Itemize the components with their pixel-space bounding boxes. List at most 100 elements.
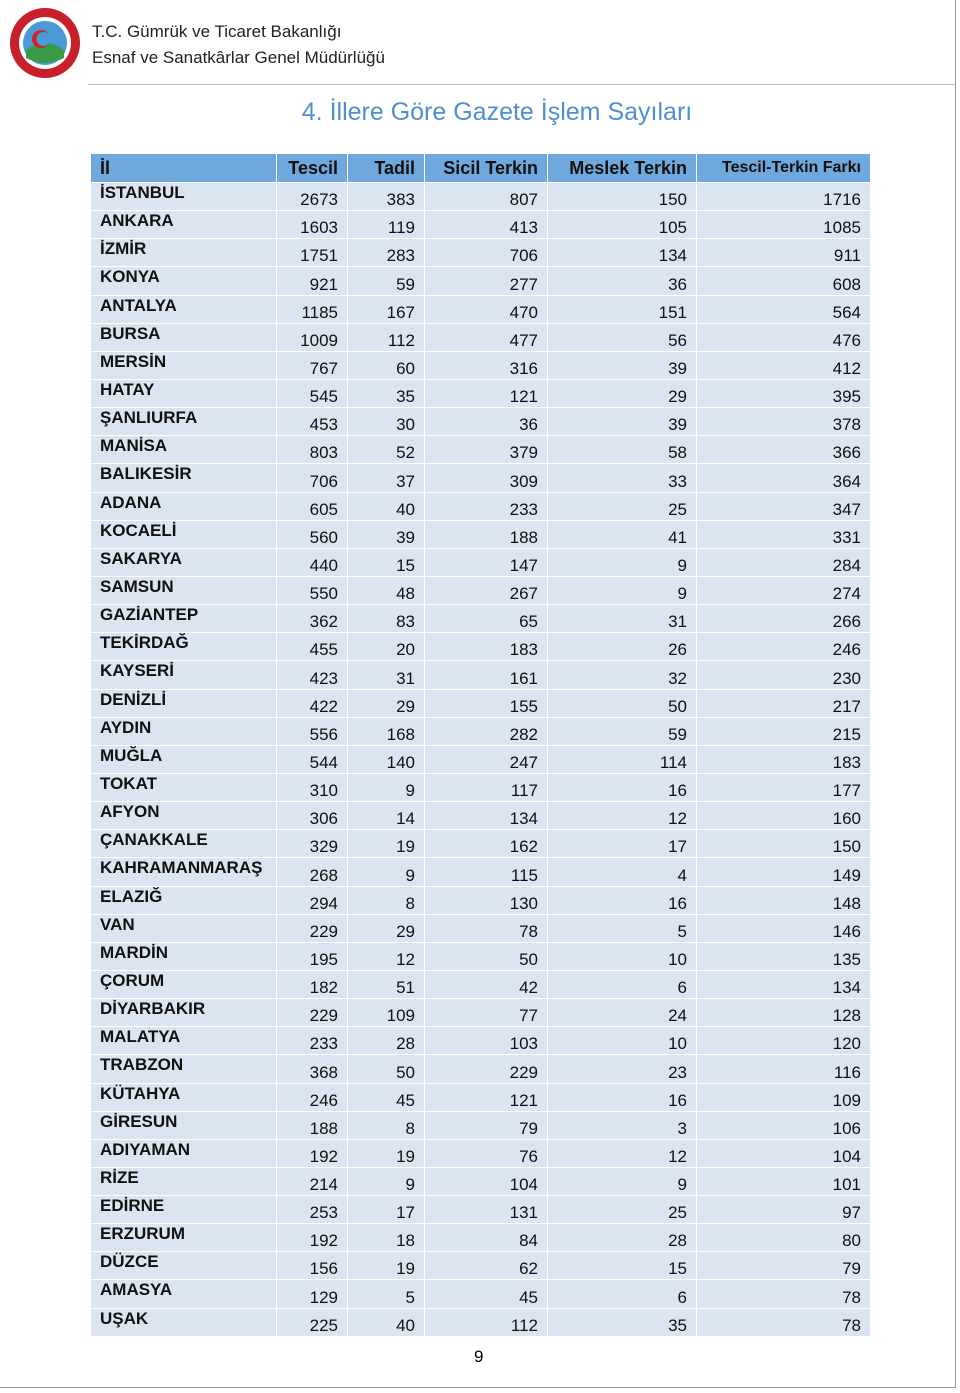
count-cell: 282 <box>424 716 548 746</box>
count-cell: 150 <box>696 829 871 859</box>
count-cell: 50 <box>347 1054 425 1084</box>
province-cell: GİRESUN <box>90 1110 277 1140</box>
count-cell: 83 <box>347 604 425 634</box>
province-cell: ÇORUM <box>90 969 277 1000</box>
count-cell: 31 <box>347 660 425 690</box>
count-cell: 140 <box>347 744 425 774</box>
count-cell: 52 <box>347 435 425 465</box>
count-cell: 155 <box>424 688 548 718</box>
count-cell: 131 <box>424 1195 548 1225</box>
province-cell: BALIKESİR <box>90 463 277 493</box>
province-cell: TEKİRDAĞ <box>90 632 277 662</box>
count-cell: 36 <box>547 266 697 296</box>
province-cell: ADANA <box>90 491 277 521</box>
count-cell: 556 <box>276 716 348 746</box>
count-cell: 274 <box>696 575 871 606</box>
count-cell: 78 <box>424 913 548 943</box>
count-cell: 5 <box>547 913 697 943</box>
count-cell: 130 <box>424 885 548 915</box>
data-table: İl Tescil Tadil Sicil Terkin Meslek Terkin Te… <box>90 153 871 1337</box>
count-cell: 97 <box>696 1195 871 1225</box>
table-row: EDİRNE 253 17 131 25 97 <box>90 1195 871 1225</box>
table-row: MUĞLA 544 140 247 114 183 <box>90 744 871 774</box>
count-cell: 383 <box>347 181 425 212</box>
table-row: ANTALYA 1185 167 470 151 564 <box>90 294 871 324</box>
count-cell: 8 <box>347 1110 425 1140</box>
table-row: TRABZON 368 50 229 23 116 <box>90 1054 871 1084</box>
province-cell: ÇANAKKALE <box>90 829 277 859</box>
count-cell: 151 <box>547 294 697 324</box>
count-cell: 160 <box>696 801 871 831</box>
table-row: TEKİRDAĞ 455 20 183 26 246 <box>90 632 871 662</box>
province-cell: ELAZIĞ <box>90 885 277 915</box>
count-cell: 112 <box>347 322 425 352</box>
count-cell: 455 <box>276 632 348 662</box>
table-row: DENİZLİ 422 29 155 50 217 <box>90 688 871 718</box>
province-cell: AMASYA <box>90 1279 277 1309</box>
count-cell: 230 <box>696 660 871 690</box>
count-cell: 476 <box>696 322 871 352</box>
count-cell: 1716 <box>696 181 871 212</box>
table-row: ELAZIĞ 294 8 130 16 148 <box>90 885 871 915</box>
province-cell: SAMSUN <box>90 575 277 606</box>
count-cell: 129 <box>276 1279 348 1309</box>
count-cell: 6 <box>547 1279 697 1309</box>
count-cell: 167 <box>347 294 425 324</box>
count-cell: 453 <box>276 407 348 437</box>
province-cell: ADIYAMAN <box>90 1138 277 1168</box>
count-cell: 195 <box>276 941 348 971</box>
count-cell: 362 <box>276 604 348 634</box>
count-cell: 477 <box>424 322 548 352</box>
count-cell: 233 <box>276 1026 348 1056</box>
count-cell: 9 <box>547 1166 697 1197</box>
province-cell: MERSİN <box>90 350 277 380</box>
table-row: ÇANAKKALE 329 19 162 17 150 <box>90 829 871 859</box>
count-cell: 253 <box>276 1195 348 1225</box>
count-cell: 544 <box>276 744 348 774</box>
count-cell: 19 <box>347 1251 425 1281</box>
count-cell: 51 <box>347 969 425 1000</box>
province-cell: VAN <box>90 913 277 943</box>
count-cell: 134 <box>696 969 871 1000</box>
count-cell: 16 <box>547 1082 697 1112</box>
count-cell: 109 <box>696 1082 871 1112</box>
count-cell: 35 <box>347 378 425 409</box>
count-cell: 911 <box>696 238 871 268</box>
table-row: MERSİN 767 60 316 39 412 <box>90 350 871 380</box>
count-cell: 135 <box>696 941 871 971</box>
province-cell: MARDİN <box>90 941 277 971</box>
province-cell: BURSA <box>90 322 277 352</box>
count-cell: 80 <box>696 1223 871 1253</box>
count-cell: 225 <box>276 1307 348 1337</box>
count-cell: 149 <box>696 857 871 887</box>
province-cell: KONYA <box>90 266 277 296</box>
table-row: KAYSERİ 423 31 161 32 230 <box>90 660 871 690</box>
count-cell: 560 <box>276 519 348 549</box>
count-cell: 605 <box>276 491 348 521</box>
province-cell: MUĞLA <box>90 744 277 774</box>
table-row: RİZE 214 9 104 9 101 <box>90 1166 871 1197</box>
count-cell: 364 <box>696 463 871 493</box>
count-cell: 84 <box>424 1223 548 1253</box>
count-cell: 65 <box>424 604 548 634</box>
table-row: İSTANBUL 2673 383 807 150 1716 <box>90 181 871 212</box>
table-row: HATAY 545 35 121 29 395 <box>90 378 871 409</box>
count-cell: 29 <box>347 688 425 718</box>
table-row: AYDIN 556 168 282 59 215 <box>90 716 871 746</box>
count-cell: 147 <box>424 547 548 577</box>
count-cell: 12 <box>347 941 425 971</box>
table-row: İZMİR 1751 283 706 134 911 <box>90 238 871 268</box>
table-row: ÇORUM 182 51 42 6 134 <box>90 969 871 1000</box>
count-cell: 767 <box>276 350 348 380</box>
province-cell: KÜTAHYA <box>90 1082 277 1112</box>
count-cell: 366 <box>696 435 871 465</box>
province-cell: SAKARYA <box>90 547 277 577</box>
count-cell: 59 <box>547 716 697 746</box>
count-cell: 79 <box>424 1110 548 1140</box>
count-cell: 115 <box>424 857 548 887</box>
count-cell: 316 <box>424 350 548 380</box>
count-cell: 347 <box>696 491 871 521</box>
table-row: KÜTAHYA 246 45 121 16 109 <box>90 1082 871 1112</box>
